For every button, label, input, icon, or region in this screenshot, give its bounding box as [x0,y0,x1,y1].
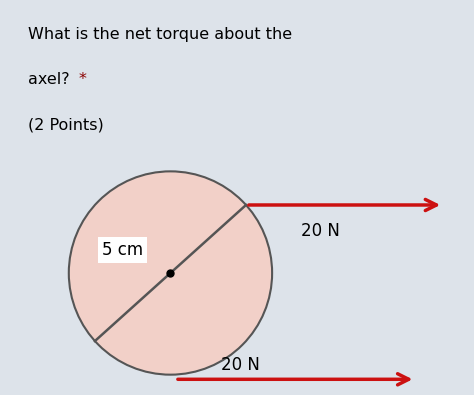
Text: What is the net torque about the: What is the net torque about the [28,27,292,42]
Text: 20 N: 20 N [221,356,260,374]
Text: (2 Points): (2 Points) [28,117,104,132]
Text: *: * [78,72,86,87]
Circle shape [69,171,272,375]
Text: 20 N: 20 N [301,222,340,240]
Text: axel?: axel? [28,72,75,87]
Text: 5 cm: 5 cm [102,241,143,259]
